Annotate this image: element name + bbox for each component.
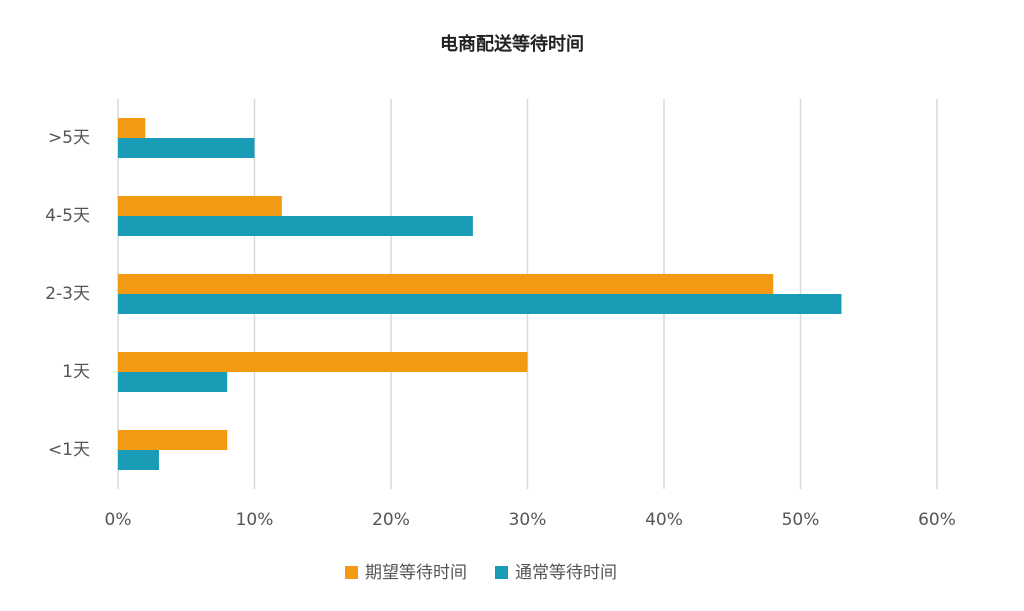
bar xyxy=(118,138,255,158)
bar xyxy=(118,274,774,294)
chart-title: 电商配送等待时间 xyxy=(440,33,584,55)
legend-label: 期望等待时间 xyxy=(365,563,467,583)
x-tick-label: 20% xyxy=(372,510,410,530)
legend-swatch xyxy=(345,566,358,579)
x-tick-label: 0% xyxy=(105,510,132,530)
bar xyxy=(118,216,473,236)
y-tick-label: >5天 xyxy=(48,128,90,148)
bar xyxy=(118,372,228,392)
y-tick-label: 1天 xyxy=(62,362,90,382)
y-tick-label: 4-5天 xyxy=(45,206,90,226)
bar xyxy=(118,196,282,216)
x-tick-label: 40% xyxy=(645,510,683,530)
x-tick-label: 10% xyxy=(236,510,274,530)
y-tick-label: <1天 xyxy=(48,440,90,460)
legend-label: 通常等待时间 xyxy=(515,563,617,583)
bar xyxy=(118,450,159,470)
bar xyxy=(118,118,146,138)
legend-swatch xyxy=(495,566,508,579)
bar xyxy=(118,352,528,372)
bar xyxy=(118,294,842,314)
x-tick-label: 50% xyxy=(782,510,820,530)
bar xyxy=(118,430,228,450)
x-tick-label: 60% xyxy=(918,510,956,530)
y-tick-label: 2-3天 xyxy=(45,284,90,304)
x-tick-label: 30% xyxy=(509,510,547,530)
